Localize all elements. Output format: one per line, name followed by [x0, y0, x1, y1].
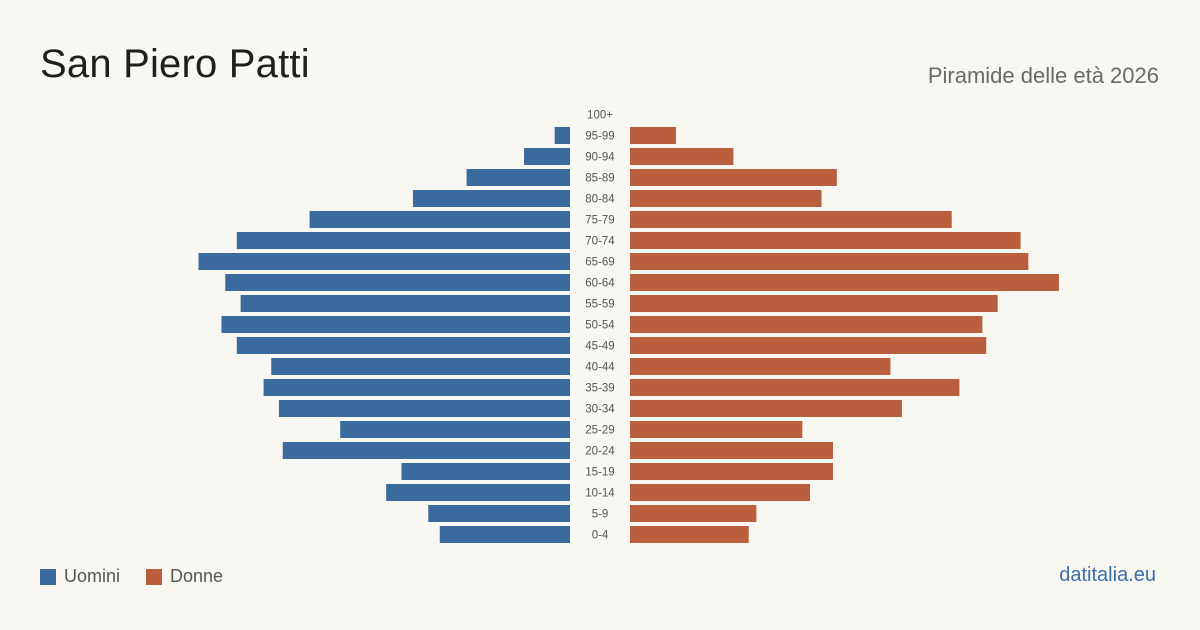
age-label-65-69: 65-69: [585, 257, 614, 269]
age-label-5-9: 5-9: [592, 509, 609, 521]
page-title: San Piero Patti: [40, 42, 310, 86]
legend-label-men: Uomini: [64, 566, 121, 586]
age-label-55-59: 55-59: [585, 299, 614, 311]
age-label-60-64: 60-64: [585, 278, 615, 290]
bar-women-0-4: [630, 526, 749, 543]
bar-men-50-54: [221, 316, 570, 333]
bar-women-55-59: [630, 295, 998, 312]
bar-women-75-79: [630, 211, 952, 228]
age-label-20-24: 20-24: [585, 446, 615, 458]
age-label-85-89: 85-89: [585, 173, 614, 185]
age-label-35-39: 35-39: [585, 383, 614, 395]
bar-women-10-14: [630, 484, 811, 501]
age-label-10-14: 10-14: [585, 488, 615, 500]
bar-women-15-19: [630, 463, 833, 480]
bar-women-30-34: [630, 400, 902, 417]
bar-men-20-24: [282, 442, 570, 459]
bar-women-60-64: [630, 274, 1059, 291]
bar-men-65-69: [198, 253, 571, 270]
bar-men-30-34: [278, 400, 570, 417]
bar-men-70-74: [236, 232, 571, 249]
age-label-90-94: 90-94: [585, 152, 615, 164]
brand-link[interactable]: datitalia.eu: [1059, 564, 1156, 586]
age-label-15-19: 15-19: [585, 467, 614, 479]
bar-men-90-94: [524, 148, 570, 165]
bar-women-35-39: [630, 379, 960, 396]
bar-men-85-89: [466, 169, 570, 186]
age-label-80-84: 80-84: [585, 194, 615, 206]
bar-women-20-24: [630, 442, 833, 459]
bar-men-5-9: [428, 505, 570, 522]
legend-label-women: Donne: [170, 566, 224, 586]
bar-women-5-9: [630, 505, 757, 522]
bar-men-55-59: [240, 295, 570, 312]
bar-men-45-49: [236, 337, 571, 354]
legend-swatch-women: [146, 568, 163, 585]
age-label-50-54: 50-54: [585, 320, 615, 332]
bar-men-0-4: [439, 526, 570, 543]
age-label-25-29: 25-29: [585, 425, 614, 437]
bar-men-95-99: [554, 127, 570, 144]
bar-women-65-69: [630, 253, 1029, 270]
chart-subtitle: Piramide delle età 2026: [927, 63, 1159, 88]
bar-men-40-44: [271, 358, 570, 375]
bar-women-85-89: [630, 169, 837, 186]
bar-women-40-44: [630, 358, 891, 375]
bar-women-70-74: [630, 232, 1021, 249]
bar-women-95-99: [630, 127, 676, 144]
bar-men-25-29: [340, 421, 570, 438]
legend-swatch-men: [40, 568, 56, 585]
legend-item-men: Uomini: [40, 566, 120, 587]
age-label-0-4: 0-4: [592, 530, 609, 542]
bar-men-60-64: [225, 274, 571, 291]
age-label-70-74: 70-74: [585, 236, 615, 248]
bar-women-80-84: [630, 190, 822, 207]
age-label-100plus: 100+: [587, 110, 613, 122]
chart-legend: Uomini Donne: [40, 566, 249, 587]
bar-women-45-49: [630, 337, 987, 354]
bar-men-75-79: [309, 211, 570, 228]
bar-men-80-84: [412, 190, 570, 207]
bar-women-25-29: [630, 421, 803, 438]
age-label-40-44: 40-44: [585, 362, 615, 374]
bar-women-50-54: [630, 316, 983, 333]
bar-men-35-39: [263, 379, 570, 396]
age-label-95-99: 95-99: [585, 131, 614, 143]
legend-item-women: Donne: [146, 566, 223, 587]
age-label-45-49: 45-49: [585, 341, 614, 353]
bar-women-90-94: [630, 148, 734, 165]
age-label-30-34: 30-34: [585, 404, 615, 416]
bar-men-15-19: [401, 463, 570, 480]
age-label-75-79: 75-79: [585, 215, 614, 227]
bar-men-10-14: [386, 484, 570, 501]
